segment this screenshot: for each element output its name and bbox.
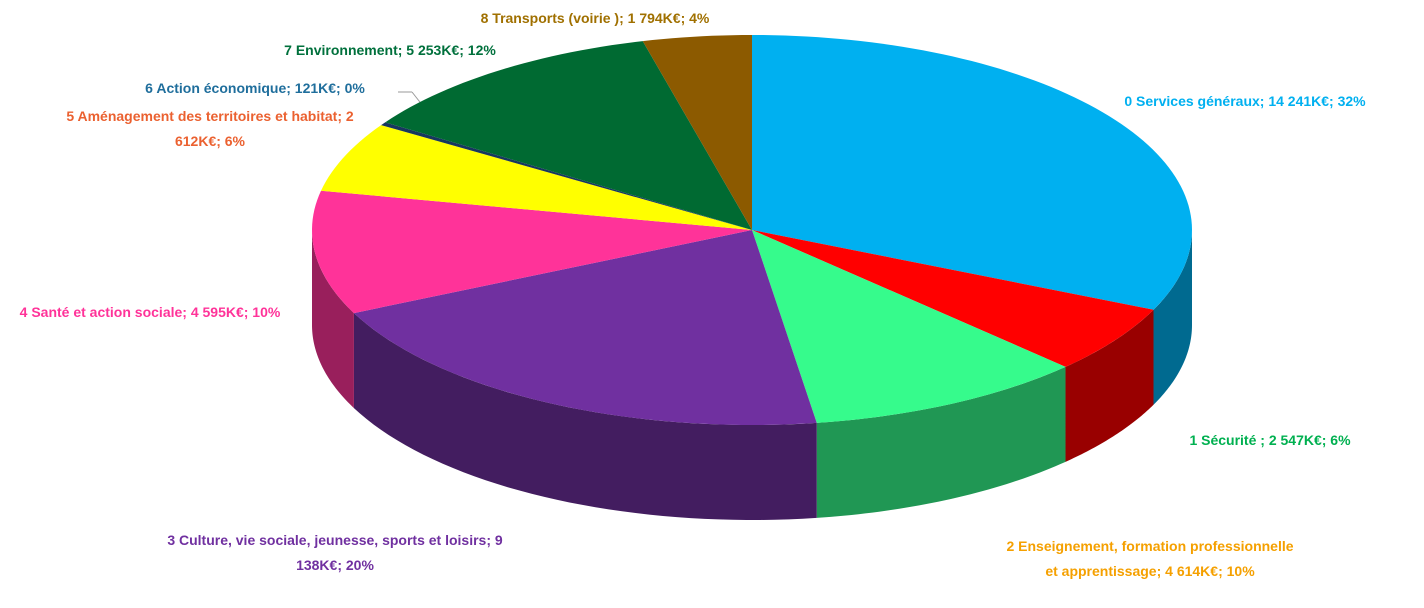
slice xyxy=(752,230,1066,423)
data-label: 8 Transports (voirie ); 1 794K€; 4% xyxy=(480,10,710,26)
slice xyxy=(312,190,752,314)
slice-side xyxy=(353,313,817,520)
data-label: 6 Action économique; 121K€; 0% xyxy=(145,80,365,96)
data-label: 1 Sécurité ; 2 547K€; 6% xyxy=(1189,432,1351,448)
slice xyxy=(321,125,752,230)
slice-side xyxy=(1065,309,1154,462)
slice xyxy=(752,230,1154,367)
slice xyxy=(353,230,817,425)
slice-side xyxy=(816,366,1066,518)
slice-tops xyxy=(312,35,1192,425)
slice-side xyxy=(1153,230,1192,405)
slice-side xyxy=(312,230,354,409)
slice-sides xyxy=(312,230,1192,520)
data-label: 0 Services généraux; 14 241K€; 32% xyxy=(1124,93,1366,109)
slice xyxy=(752,35,1192,310)
slice xyxy=(385,41,752,230)
data-label: 3 Culture, vie sociale, jeunesse, sports… xyxy=(167,532,503,573)
data-label: 7 Environnement; 5 253K€; 12% xyxy=(284,42,496,58)
data-label: 4 Santé et action sociale; 4 595K€; 10% xyxy=(19,304,281,320)
data-label: 5 Aménagement des territoires et habitat… xyxy=(66,108,354,149)
slice xyxy=(381,122,752,230)
data-label: 2 Enseignement, formation professionnell… xyxy=(1006,538,1294,579)
slice xyxy=(642,35,752,230)
